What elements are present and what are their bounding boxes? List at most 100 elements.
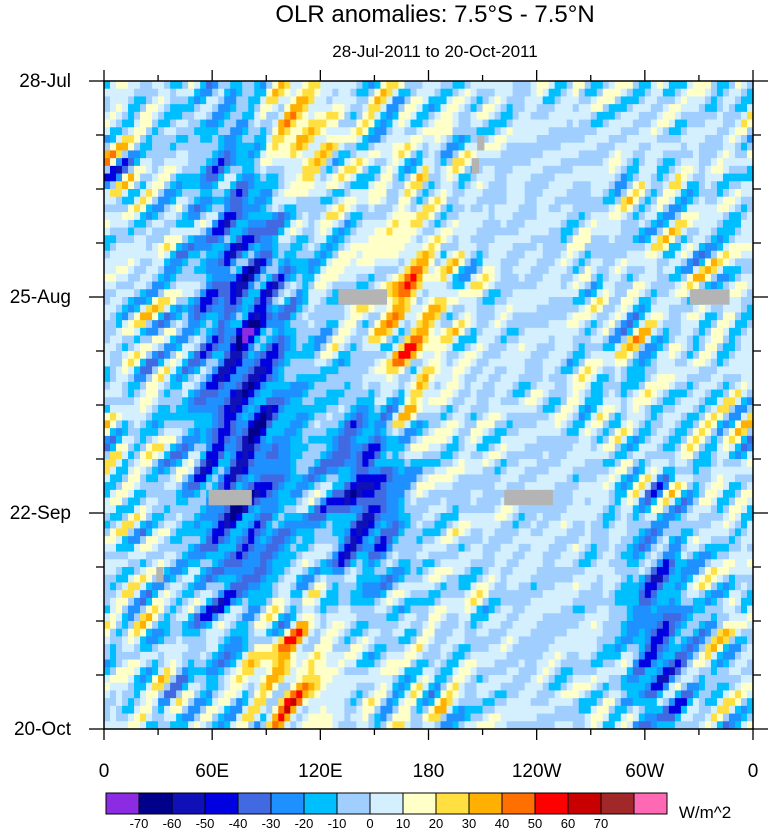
anomaly-cell: [542, 111, 550, 121]
anomaly-cell: [266, 420, 273, 429]
anomaly-cell: [464, 219, 472, 229]
anomaly-cell: [128, 165, 135, 175]
anomaly-cell: [434, 81, 442, 90]
anomaly-cell: [590, 397, 598, 406]
anomaly-cell: [464, 273, 472, 283]
anomaly-cell: [728, 258, 736, 267]
anomaly-cell: [560, 235, 568, 244]
anomaly-cell: [296, 335, 303, 344]
anomaly-cell: [164, 189, 171, 198]
anomaly-cell: [356, 258, 363, 267]
anomaly-cell: [398, 181, 406, 190]
anomaly-cell: [458, 189, 466, 198]
anomaly-cell: [272, 289, 279, 298]
anomaly-cell: [398, 173, 406, 182]
anomaly-cell: [146, 127, 153, 136]
anomaly-cell: [512, 158, 520, 167]
anomaly-cell: [314, 297, 321, 306]
anomaly-cell: [554, 289, 562, 298]
anomaly-cell: [710, 96, 718, 105]
anomaly-cell: [524, 204, 532, 213]
anomaly-cell: [470, 281, 478, 290]
anomaly-cell: [746, 320, 754, 329]
anomaly-cell: [464, 297, 472, 306]
anomaly-cell: [566, 219, 574, 229]
anomaly-cell: [134, 81, 141, 90]
anomaly-cell: [332, 366, 339, 375]
anomaly-cell: [578, 142, 586, 152]
anomaly-cell: [212, 158, 219, 167]
anomaly-cell: [224, 273, 231, 283]
anomaly-cell: [152, 358, 159, 368]
anomaly-cell: [368, 158, 376, 167]
anomaly-cell: [254, 142, 261, 152]
anomaly-cell: [392, 358, 400, 368]
anomaly-cell: [698, 243, 706, 252]
anomaly-cell: [722, 374, 730, 383]
anomaly-cell: [596, 204, 604, 213]
anomaly-cell: [722, 420, 730, 429]
anomaly-cell: [572, 266, 580, 275]
anomaly-cell: [494, 81, 502, 90]
anomaly-cell: [350, 312, 357, 321]
anomaly-cell: [128, 312, 135, 321]
anomaly-cell: [410, 389, 418, 398]
anomaly-cell: [278, 281, 285, 290]
anomaly-cell: [362, 351, 370, 360]
anomaly-cell: [314, 389, 321, 398]
anomaly-cell: [446, 250, 454, 260]
anomaly-cell: [236, 435, 243, 445]
anomaly-cell: [668, 96, 676, 105]
anomaly-cell: [608, 235, 616, 244]
anomaly-cell: [440, 312, 448, 321]
anomaly-cell: [434, 405, 442, 414]
anomaly-cell: [320, 405, 327, 414]
anomaly-cell: [296, 127, 303, 136]
anomaly-cell: [542, 266, 550, 275]
anomaly-cell: [164, 173, 171, 182]
anomaly-cell: [398, 312, 406, 321]
anomaly-cell: [392, 204, 400, 213]
anomaly-cell: [392, 196, 400, 206]
anomaly-cell: [272, 412, 279, 422]
anomaly-cell: [548, 335, 556, 344]
anomaly-cell: [506, 281, 514, 290]
anomaly-cell: [662, 289, 670, 298]
anomaly-cell: [290, 297, 297, 306]
anomaly-cell: [320, 96, 327, 105]
anomaly-cell: [494, 304, 502, 314]
anomaly-cell: [716, 420, 724, 429]
anomaly-cell: [104, 119, 111, 128]
anomaly-cell: [302, 374, 309, 383]
anomaly-cell: [458, 204, 466, 213]
anomaly-cell: [602, 150, 610, 159]
anomaly-cell: [200, 250, 207, 260]
anomaly-cell: [350, 358, 357, 368]
anomaly-cell: [644, 327, 652, 337]
anomaly-cell: [332, 258, 339, 267]
anomaly-cell: [194, 235, 201, 244]
anomaly-cell: [632, 258, 640, 267]
anomaly-cell: [608, 420, 616, 429]
anomaly-cell: [206, 250, 213, 260]
anomaly-cell: [182, 258, 189, 267]
anomaly-cell: [674, 281, 682, 290]
anomaly-cell: [308, 227, 315, 236]
anomaly-cell: [224, 181, 231, 190]
anomaly-cell: [530, 150, 538, 159]
anomaly-cell: [350, 266, 357, 275]
anomaly-cell: [704, 273, 712, 283]
anomaly-cell: [242, 374, 249, 383]
anomaly-cell: [662, 196, 670, 206]
anomaly-cell: [680, 397, 688, 406]
anomaly-cell: [500, 250, 508, 260]
anomaly-cell: [104, 81, 111, 90]
anomaly-cell: [110, 374, 117, 383]
anomaly-cell: [404, 235, 412, 244]
anomaly-cell: [512, 358, 520, 368]
anomaly-cell: [218, 250, 225, 260]
anomaly-cell: [344, 158, 351, 167]
anomaly-cell: [128, 142, 135, 152]
anomaly-cell: [554, 297, 562, 306]
